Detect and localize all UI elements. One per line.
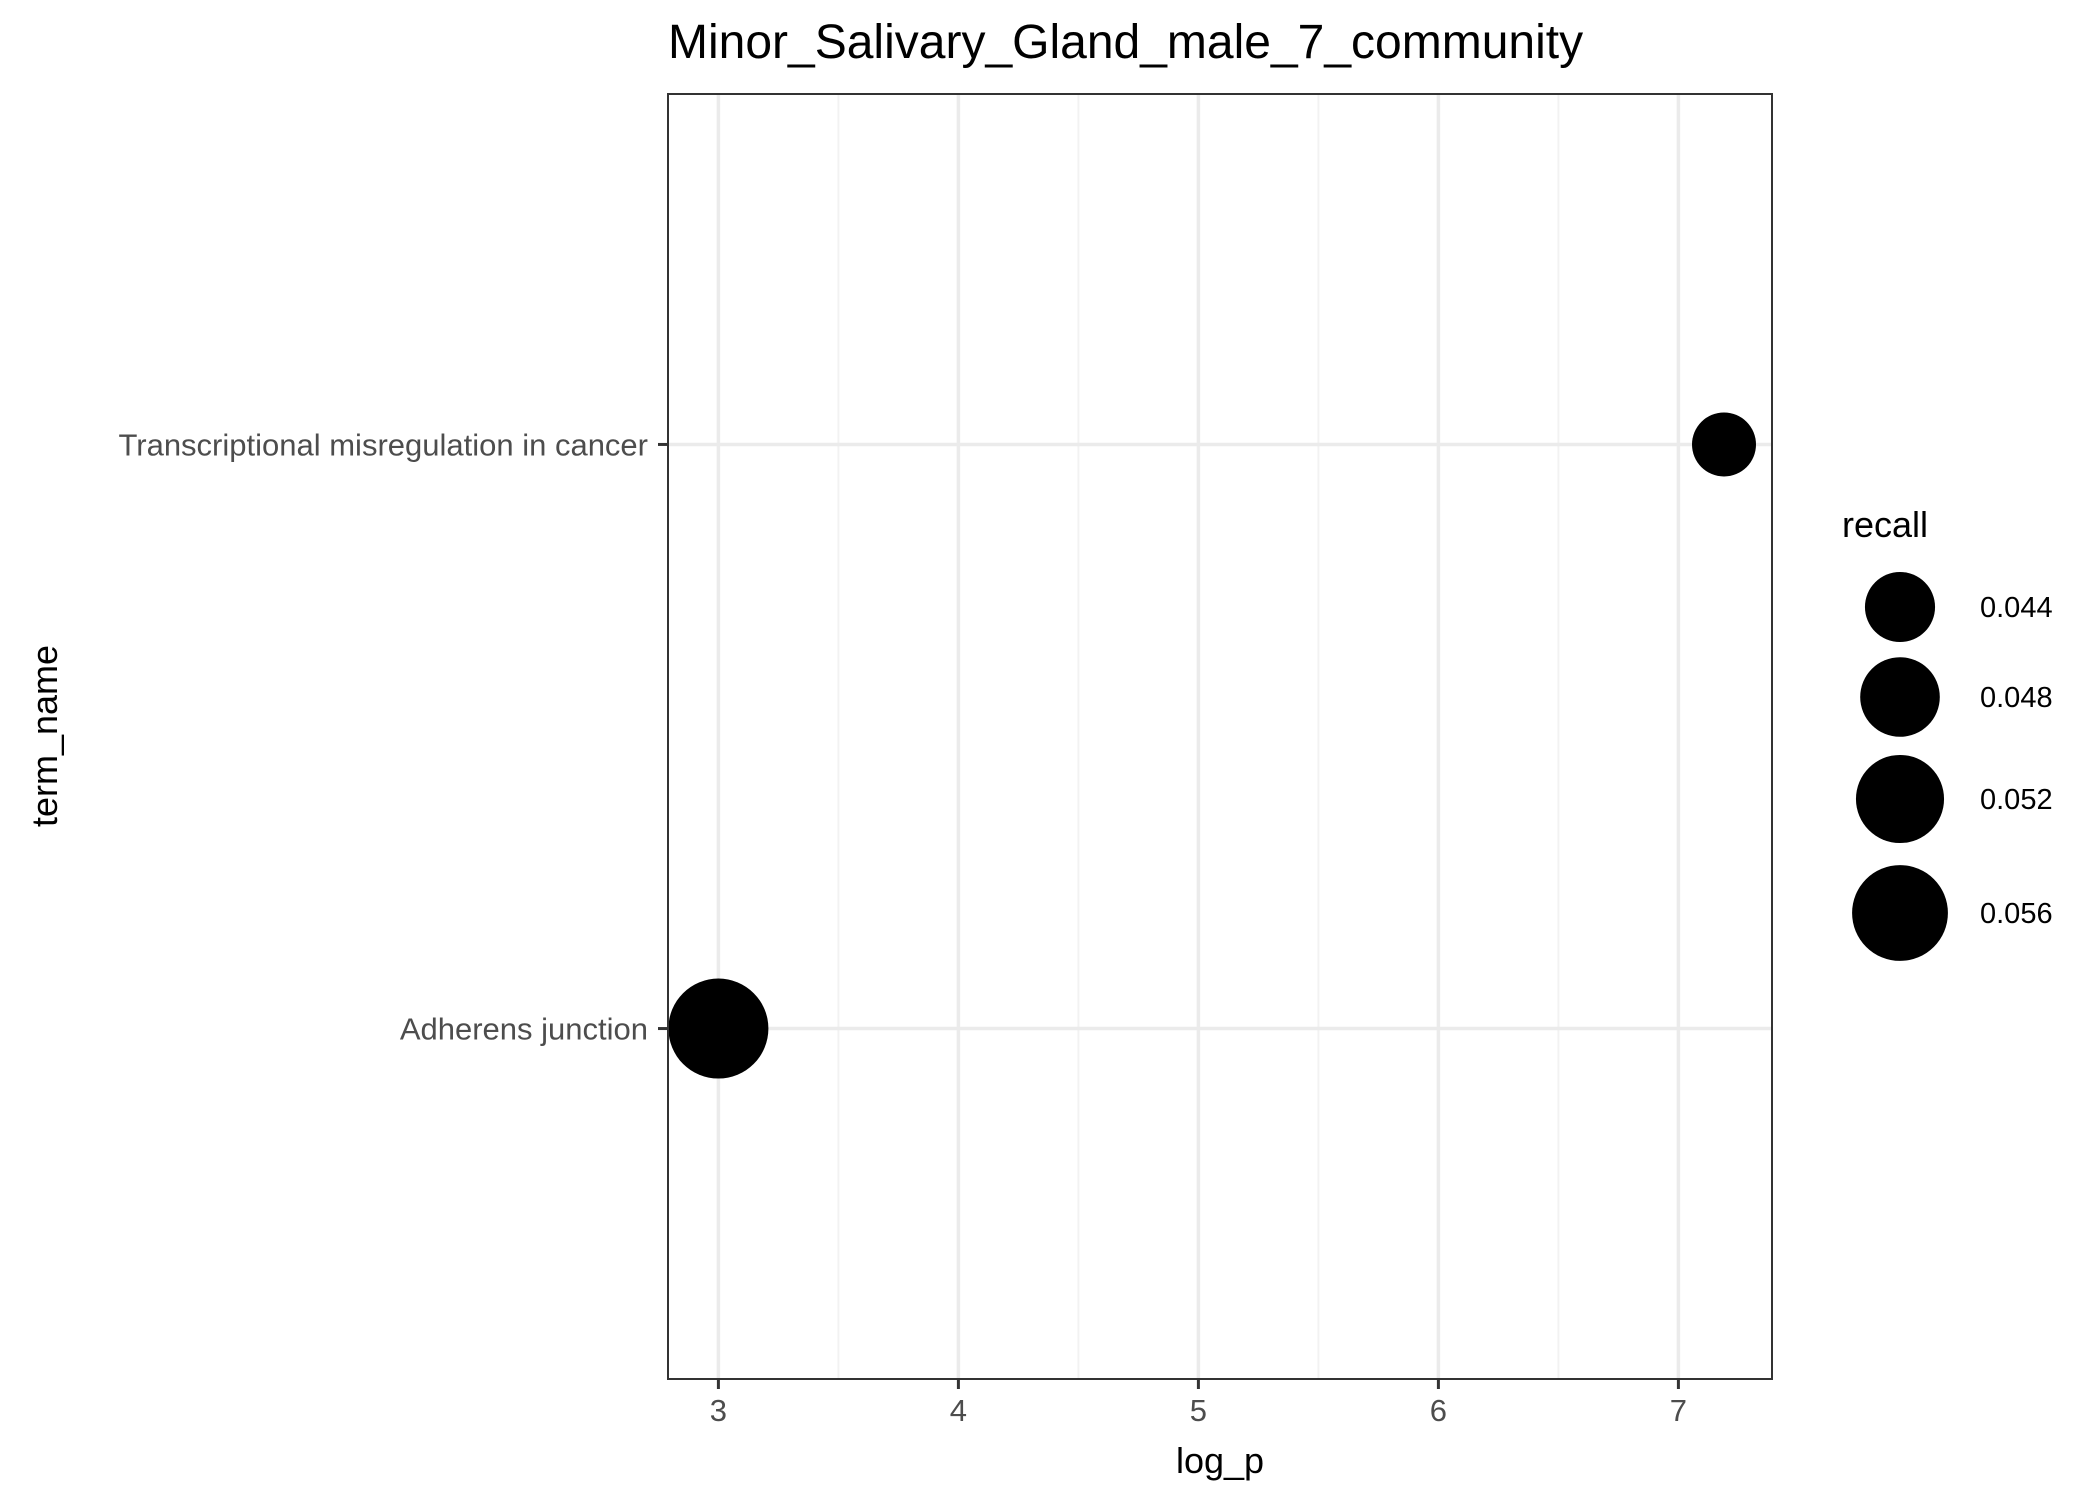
x-tick-label: 6 <box>1430 1393 1447 1428</box>
legend-key-label: 0.056 <box>1980 898 2053 930</box>
axes: 3 4 5 6 7 Adherens junction Transcriptional mi… <box>118 427 1687 1428</box>
legend-key-label: 0.044 <box>1980 592 2053 624</box>
legend-key-circle <box>1864 571 1936 643</box>
legend-keys: 0.044 0.048 0.052 0.056 <box>1852 571 2053 961</box>
y-tick-label: Transcriptional misregulation in cancer <box>118 427 648 462</box>
legend-key-label: 0.052 <box>1980 784 2053 816</box>
data-point <box>668 978 769 1079</box>
legend-key-circle <box>1852 865 1948 961</box>
x-axis-title: log_p <box>1176 1440 1264 1481</box>
y-axis-title: term_name <box>24 645 65 827</box>
legend-key-circle <box>1860 657 1940 737</box>
panel-border <box>667 93 1773 1380</box>
size-legend: recall 0.044 0.048 0.052 0.056 <box>1842 504 2053 961</box>
legend-key-circle <box>1855 754 1945 844</box>
x-tick-label: 5 <box>1190 1393 1207 1428</box>
y-tick-label: Adherens junction <box>400 1012 648 1047</box>
legend-key-label: 0.048 <box>1980 682 2053 714</box>
grid-lines <box>668 94 1772 1379</box>
x-tick-label: 3 <box>710 1393 727 1428</box>
data-point <box>1692 412 1756 477</box>
chart-title: Minor_Salivary_Gland_male_7_community <box>668 16 1583 69</box>
x-tick-label: 7 <box>1670 1393 1687 1428</box>
data-points <box>668 412 1756 1079</box>
x-tick-label: 4 <box>950 1393 967 1428</box>
legend-title: recall <box>1842 504 1928 545</box>
